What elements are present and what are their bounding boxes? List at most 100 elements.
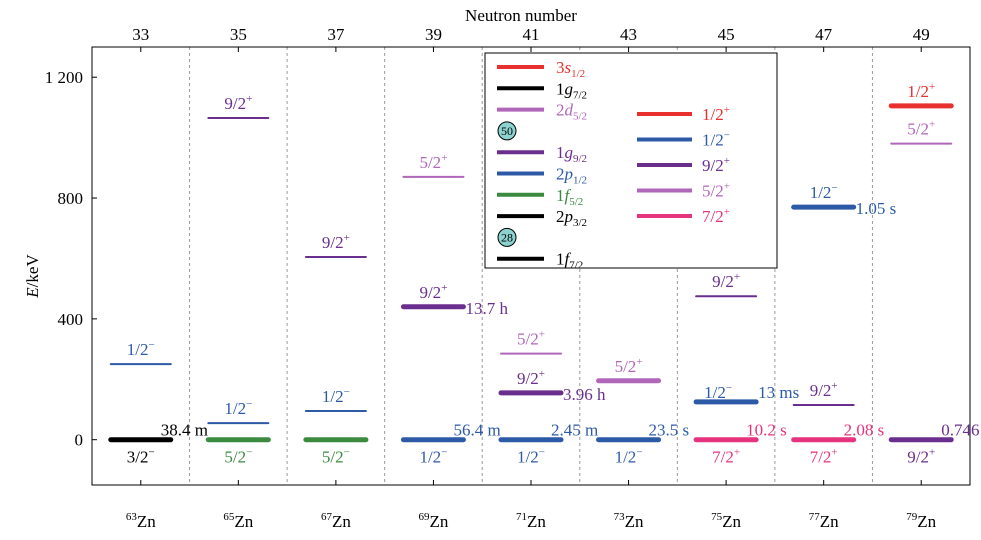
half-life-label: 10.2 s	[746, 421, 787, 440]
orbital-j: 9/2	[573, 153, 587, 165]
orbital-n: 2	[556, 207, 565, 226]
parity-sign: −	[724, 130, 730, 142]
bottom-axis: 63Zn 65Zn 67Zn 69Zn 71Zn 73Zn 75Zn 77Zn 79Zn	[126, 480, 937, 531]
bottom-tick-label: 65Zn	[223, 511, 253, 531]
orbital-l: g	[565, 79, 574, 98]
magic-number-circle	[497, 227, 517, 247]
parity-sign: −	[441, 447, 447, 459]
parity-sign: +	[734, 447, 740, 459]
parity-sign: −	[344, 386, 350, 398]
parity-sign: +	[246, 93, 252, 105]
top-tick-label: 45	[718, 25, 735, 44]
legend-orbital-label: 1g9/2	[556, 143, 587, 165]
energy-levels: 3/2−38.4 m1/2−5/2−1/2−9/2+5/2−1/2−9/2+1/…	[108, 81, 981, 467]
spin-value: 9/2	[224, 94, 246, 113]
parity-sign: +	[539, 329, 545, 341]
mass-number: 77	[809, 511, 821, 523]
element-symbol: Zn	[820, 512, 839, 531]
orbital-n: 1	[556, 143, 565, 162]
spin-value: 1/2	[615, 448, 637, 467]
parity-sign: +	[539, 368, 545, 380]
top-tick-label: 39	[425, 25, 442, 44]
spin-value: 5/2	[615, 357, 637, 376]
mass-number: 75	[711, 511, 723, 523]
mass-number: 63	[126, 511, 138, 523]
level-spin-parity: 1/2−	[419, 447, 447, 467]
y-axis-label: E/keV	[23, 254, 42, 299]
parity-sign: −	[539, 447, 545, 459]
orbital-n: 3	[556, 58, 565, 77]
spin-value: 9/2	[712, 272, 734, 291]
top-tick-label: 43	[620, 25, 637, 44]
top-tick-label: 49	[913, 25, 930, 44]
level-spin-parity: 7/2+	[712, 447, 740, 467]
spin-value: 1/2	[224, 399, 246, 418]
legend: 3s1/21g7/22d5/2501g9/22p1/21f5/22p3/2281…	[484, 52, 778, 272]
legend-orbital-label: 1f5/2	[556, 186, 583, 208]
orbital-l: d	[565, 101, 574, 120]
legend-spin-parity: 1/2−	[702, 130, 730, 150]
y-axis: 0 400 800 1 200 E/keV	[23, 68, 97, 450]
level-spin-parity: 1/2−	[127, 339, 155, 359]
spin-value: 1/2	[322, 387, 344, 406]
bottom-tick-label: 69Zn	[418, 511, 448, 531]
orbital-n: 1	[556, 186, 565, 205]
spin-value: 9/2	[702, 156, 724, 175]
level-spin-parity: 9/2+	[810, 380, 838, 400]
legend-box	[484, 52, 778, 269]
y-tick-label: 800	[58, 189, 84, 208]
magic-number-label: 28	[501, 230, 513, 244]
spin-value: 9/2	[322, 233, 344, 252]
bottom-tick-label: 71Zn	[516, 511, 546, 531]
element-symbol: Zn	[332, 512, 351, 531]
parity-sign: +	[636, 356, 642, 368]
level-spin-parity: 1/2−	[810, 182, 838, 202]
legend-spin-parity: 9/2+	[702, 155, 730, 175]
element-symbol: Zn	[429, 512, 448, 531]
orbital-j: 7/2	[569, 260, 583, 272]
mass-number: 65	[223, 511, 235, 523]
y-tick-label: 1 200	[45, 68, 83, 87]
bottom-tick-label: 73Zn	[614, 511, 644, 531]
element-symbol: Zn	[722, 512, 741, 531]
orbital-l: f	[565, 186, 572, 205]
spin-value: 1/2	[419, 448, 441, 467]
parity-sign: +	[929, 81, 935, 93]
parity-sign: +	[344, 232, 350, 244]
parity-sign: +	[831, 380, 837, 392]
legend-orbital-label: 2d5/2	[556, 101, 587, 123]
spin-value: 5/2	[322, 448, 344, 467]
level-spin-parity: 1/2−	[224, 398, 252, 418]
parity-sign: +	[724, 155, 730, 167]
top-axis-label: Neutron number	[465, 6, 577, 25]
level-spin-parity: 5/2+	[907, 119, 935, 139]
mass-number: 79	[906, 511, 918, 523]
spin-value: 7/2	[810, 448, 832, 467]
parity-sign: −	[246, 447, 252, 459]
parity-sign: −	[246, 398, 252, 410]
top-tick-label: 35	[230, 25, 247, 44]
bottom-tick-label: 79Zn	[906, 511, 936, 531]
orbital-j: 5/2	[573, 111, 587, 123]
half-life-label: 0.746 s	[941, 421, 981, 440]
legend-spin-parity: 7/2+	[702, 206, 730, 226]
y-axis-unit: /keV	[23, 254, 42, 288]
spin-value: 5/2	[517, 330, 539, 349]
orbital-j: 1/2	[573, 175, 587, 187]
half-life-label: 13 ms	[758, 383, 799, 402]
orbital-l: p	[564, 165, 574, 184]
spin-value: 7/2	[712, 448, 734, 467]
top-tick-label: 33	[132, 25, 149, 44]
legend-orbital-label: 2p1/2	[556, 165, 587, 187]
legend-spin-parity: 1/2+	[702, 104, 730, 124]
parity-sign: +	[734, 271, 740, 283]
level-spin-parity: 1/2−	[704, 382, 732, 402]
element-symbol: Zn	[234, 512, 253, 531]
magic-number-circle	[497, 121, 517, 141]
parity-sign: −	[344, 447, 350, 459]
orbital-l: s	[565, 58, 572, 77]
orbital-j: 5/2	[569, 196, 583, 208]
y-tick-label: 400	[58, 310, 84, 329]
